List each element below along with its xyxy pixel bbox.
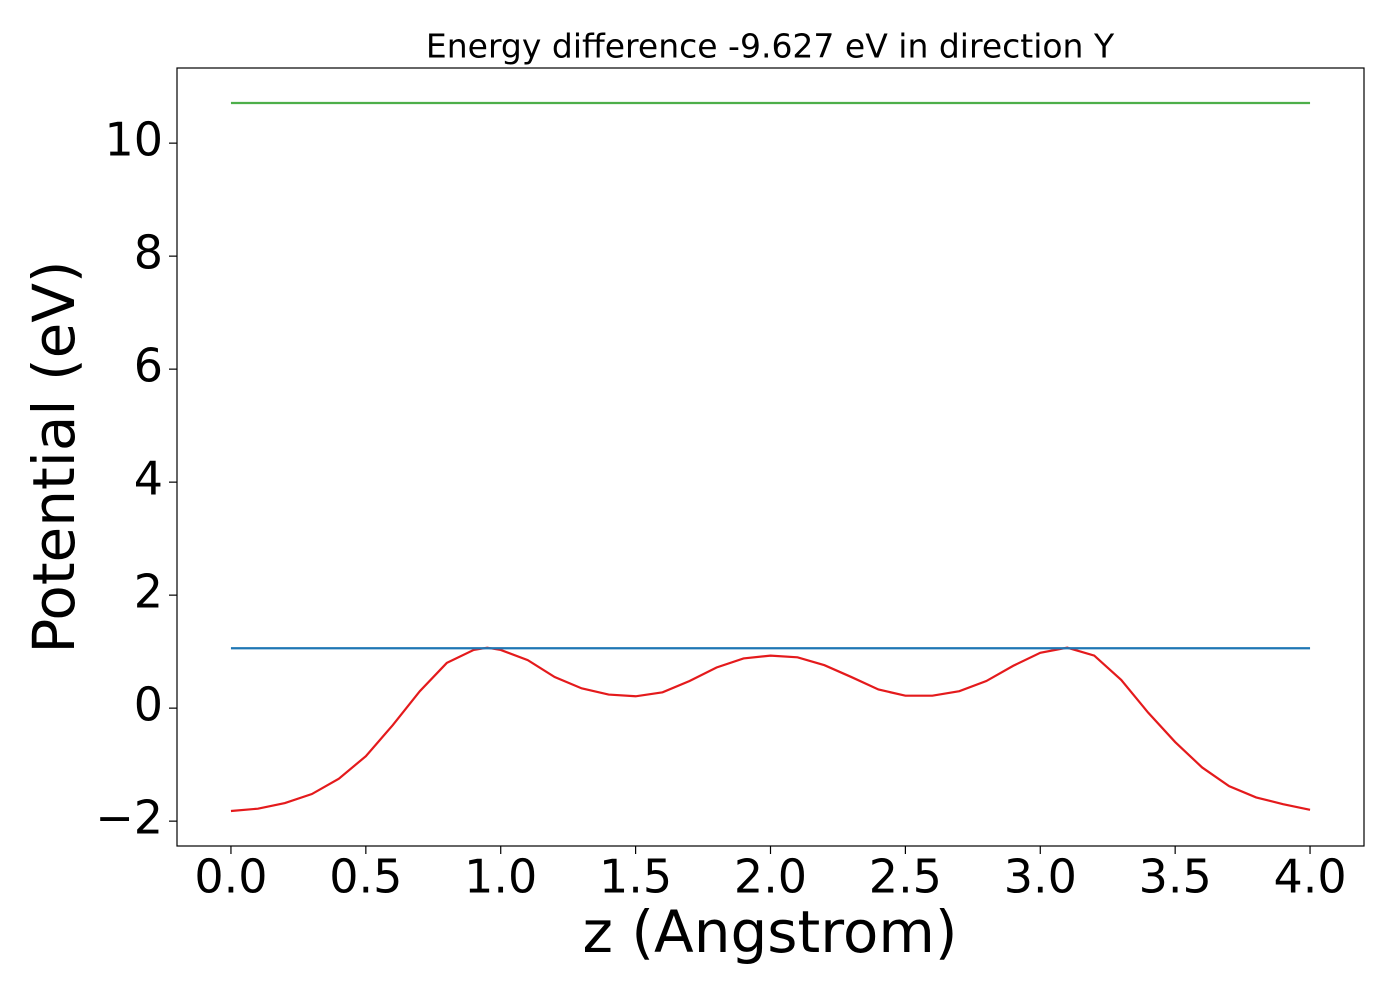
x-tick-label: 1.5: [599, 850, 672, 904]
x-tick-label: 4.0: [1273, 850, 1346, 904]
y-tick-label: 6: [134, 339, 163, 393]
x-tick-label: 0.0: [194, 850, 267, 904]
x-tick-label: 3.5: [1139, 850, 1212, 904]
y-tick-label: 8: [134, 226, 163, 280]
plot-frame: [176, 67, 1365, 847]
y-tick-label: 10: [104, 113, 163, 167]
x-tick-label: 2.0: [734, 850, 807, 904]
y-tick-label: −2: [95, 791, 163, 845]
x-tick-label: 2.5: [869, 850, 942, 904]
line-series: [230, 646, 1311, 813]
x-tick-label: 0.5: [329, 850, 402, 904]
x-axis-label: z (Angstrom): [583, 898, 958, 966]
y-tick-label: 2: [134, 565, 163, 619]
y-tick-label: 4: [134, 452, 163, 506]
y-axis-label: Potential (eV): [20, 260, 88, 653]
x-tick-label: 1.0: [464, 850, 537, 904]
chart-title: Energy difference -9.627 eV in direction…: [426, 27, 1115, 66]
x-tick-label: 3.0: [1004, 850, 1077, 904]
y-tick-label: 0: [134, 678, 163, 732]
